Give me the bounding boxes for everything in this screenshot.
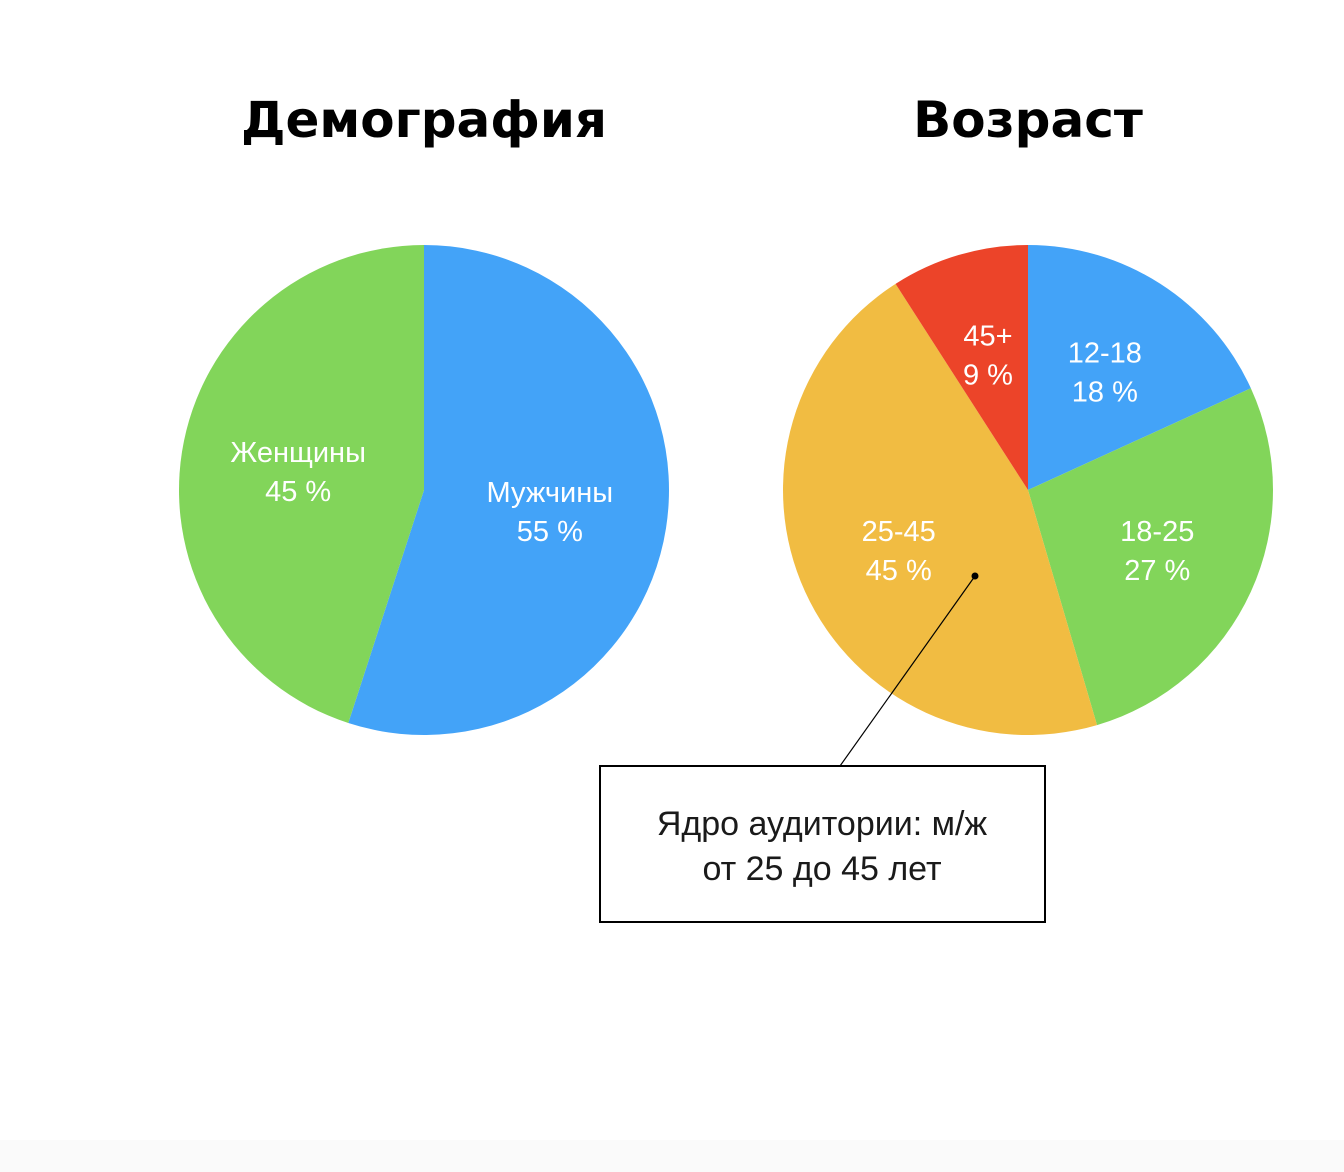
slice-label-25-45: 25-45 — [862, 516, 936, 548]
pie-slice-женщины — [179, 245, 424, 724]
pie-slice-мужчины — [348, 245, 670, 735]
slice-value-женщины: 45 % — [265, 476, 331, 508]
demography-pie: Мужчины 55 % Женщины 45 % — [179, 245, 670, 735]
slice-value-мужчины: 55 % — [517, 516, 583, 548]
callout-line-1: Ядро аудитории: м/ж — [657, 805, 988, 843]
slice-label-женщины: Женщины — [230, 437, 365, 469]
slice-value-12-18: 18 % — [1072, 376, 1138, 408]
slice-label-12-18: 12-18 — [1068, 337, 1142, 369]
demography-chart-title: Демография — [241, 91, 607, 149]
pie-slice-25-45 — [782, 283, 1098, 736]
slice-label-45plus: 45+ — [963, 321, 1012, 353]
callout-leader-line — [839, 575, 976, 767]
bottom-strip — [0, 1140, 1344, 1172]
slice-label-мужчины: Мужчины — [487, 477, 614, 509]
callout-anchor-dot — [971, 572, 979, 580]
slice-value-25-45: 45 % — [866, 555, 932, 587]
pie-slice-12-18 — [1028, 245, 1251, 490]
slice-value-45plus: 9 % — [963, 360, 1013, 392]
pie-slice-45plus — [895, 245, 1028, 490]
age-chart: Возраст 12-18 18 % 18-25 27 % 25-45 45 % 45+ 9 … — [782, 91, 1273, 736]
demography-chart: Демография Мужчины 55 % Женщины 45 % — [179, 91, 670, 735]
slice-label-18-25: 18-25 — [1120, 516, 1194, 548]
age-pie: 12-18 18 % 18-25 27 % 25-45 45 % 45+ 9 % — [782, 245, 1273, 736]
callout-line-2: от 25 до 45 лет — [702, 850, 941, 888]
pie-slice-18-25 — [1028, 388, 1273, 726]
core-audience-callout: Ядро аудитории: м/ж от 25 до 45 лет — [599, 572, 1046, 923]
age-chart-title: Возраст — [913, 91, 1143, 149]
slice-value-18-25: 27 % — [1124, 555, 1190, 587]
callout-box — [599, 765, 1046, 923]
